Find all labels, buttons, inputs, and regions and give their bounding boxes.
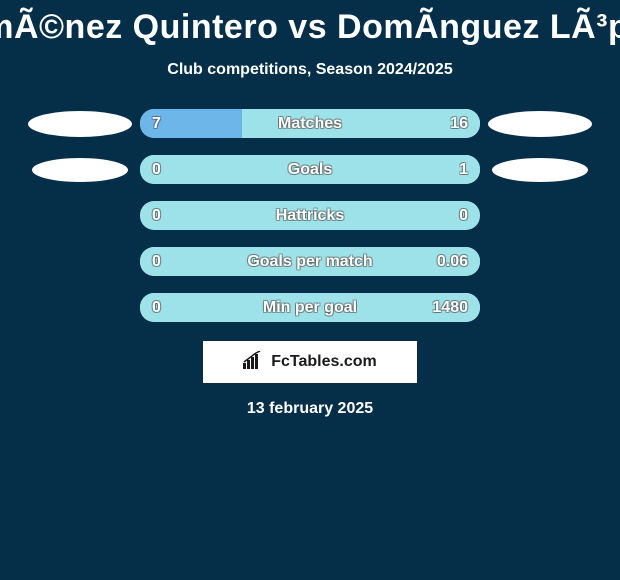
stat-bar: 00.06Goals per match bbox=[140, 247, 480, 276]
stat-label: Goals per match bbox=[140, 247, 480, 276]
stat-label: Min per goal bbox=[140, 293, 480, 322]
player-ellipse-icon bbox=[492, 158, 588, 182]
stat-label: Goals bbox=[140, 155, 480, 184]
stat-bar: 00Hattricks bbox=[140, 201, 480, 230]
stat-bar: 01Goals bbox=[140, 155, 480, 184]
right-ellipse-slot bbox=[480, 158, 600, 182]
page-title: JimÃ©nez Quintero vs DomÃ­nguez LÃ³pez bbox=[0, 8, 620, 47]
player-ellipse-icon bbox=[28, 111, 132, 137]
stat-row: 01480Min per goal bbox=[0, 293, 620, 322]
brand-chart-icon bbox=[243, 351, 265, 374]
stat-row: 716Matches bbox=[0, 109, 620, 138]
comparison-infographic: JimÃ©nez Quintero vs DomÃ­nguez LÃ³pez C… bbox=[0, 0, 620, 580]
player-ellipse-icon bbox=[488, 111, 592, 137]
left-ellipse-slot bbox=[20, 111, 140, 137]
stat-rows: 716Matches 01Goals 00Hattricks 00.06Goals p… bbox=[0, 109, 620, 322]
stat-row: 00.06Goals per match bbox=[0, 247, 620, 276]
player-ellipse-icon bbox=[32, 158, 128, 182]
stat-row: 00Hattricks bbox=[0, 201, 620, 230]
stat-bar: 01480Min per goal bbox=[140, 293, 480, 322]
stat-row: 01Goals bbox=[0, 155, 620, 184]
page-subtitle: Club competitions, Season 2024/2025 bbox=[167, 61, 452, 79]
brand-text: FcTables.com bbox=[271, 353, 377, 371]
stat-label: Matches bbox=[140, 109, 480, 138]
stat-bar: 716Matches bbox=[140, 109, 480, 138]
right-ellipse-slot bbox=[480, 111, 600, 137]
left-ellipse-slot bbox=[20, 158, 140, 182]
footer-date: 13 february 2025 bbox=[247, 400, 373, 418]
stat-label: Hattricks bbox=[140, 201, 480, 230]
brand-badge: FcTables.com bbox=[202, 340, 418, 384]
